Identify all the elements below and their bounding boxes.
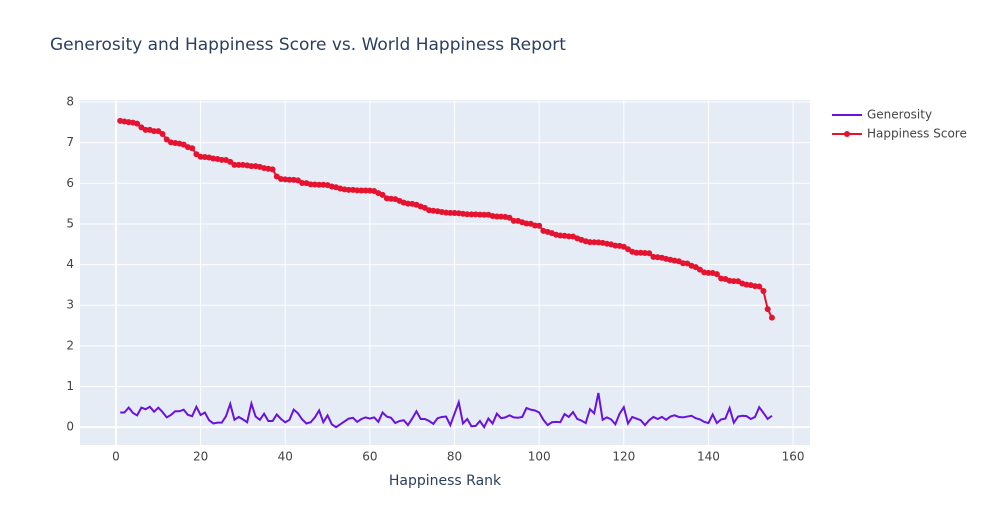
point (151, 128, 158, 135)
point (155, 128, 162, 135)
y-tick-label: 8 (66, 95, 74, 109)
point (142, 126, 149, 133)
x-axis-title: Happiness Rank (389, 473, 502, 489)
point (756, 283, 763, 290)
point (269, 166, 276, 173)
point (557, 232, 564, 239)
x-tick-label: 40 (278, 450, 293, 464)
point (197, 153, 204, 160)
x-tick-label: 120 (612, 450, 635, 464)
legend-marker (844, 131, 850, 137)
point (134, 120, 141, 127)
point (641, 249, 648, 256)
chart-title: Generosity and Happiness Score vs. World… (50, 35, 566, 55)
y-tick-label: 6 (66, 176, 74, 190)
series-line (120, 392, 773, 430)
point (189, 145, 196, 152)
point (379, 191, 386, 198)
point (354, 187, 361, 194)
point (536, 222, 543, 229)
point (464, 211, 471, 218)
point (680, 260, 687, 267)
point (362, 187, 369, 194)
point (637, 249, 644, 256)
point (646, 250, 653, 257)
point (481, 211, 488, 218)
y-tick-label: 3 (66, 298, 74, 312)
point (472, 211, 479, 218)
point (510, 217, 517, 224)
y-tick-label: 4 (66, 257, 74, 271)
point (163, 136, 170, 143)
point (316, 181, 323, 188)
point (227, 158, 234, 165)
point (506, 214, 513, 221)
legend-label: Generosity (867, 108, 932, 122)
point (235, 161, 242, 168)
point (591, 239, 598, 246)
legend-label: Happiness Score (867, 127, 967, 141)
x-tick-label: 160 (782, 450, 805, 464)
y-tick-label: 7 (66, 135, 74, 149)
point (345, 186, 352, 193)
point (493, 213, 500, 220)
point (358, 187, 365, 194)
point (764, 306, 771, 313)
point (476, 211, 483, 218)
point (760, 288, 767, 295)
point (447, 209, 454, 216)
x-tick-label: 80 (447, 450, 462, 464)
y-tick-label: 0 (66, 420, 74, 434)
point (768, 314, 775, 321)
point (218, 156, 225, 163)
point (730, 278, 737, 285)
point (705, 269, 712, 276)
point (299, 179, 306, 186)
point (498, 213, 505, 220)
point (231, 161, 238, 168)
point (468, 211, 475, 218)
point (443, 209, 450, 216)
y-tick-label: 1 (66, 379, 74, 393)
x-tick-label: 100 (528, 450, 551, 464)
point (633, 249, 640, 256)
point (248, 163, 255, 170)
point (159, 131, 166, 138)
point (713, 271, 720, 278)
point (612, 242, 619, 249)
y-tick-label: 2 (66, 338, 74, 352)
x-tick-label: 60 (362, 450, 377, 464)
y-tick-label: 5 (66, 216, 74, 230)
point (586, 239, 593, 246)
x-tick-label: 140 (697, 450, 720, 464)
x-tick-label: 0 (112, 450, 120, 464)
point (307, 181, 314, 188)
x-tick-label: 20 (193, 450, 208, 464)
point (565, 233, 572, 240)
point (286, 176, 293, 183)
